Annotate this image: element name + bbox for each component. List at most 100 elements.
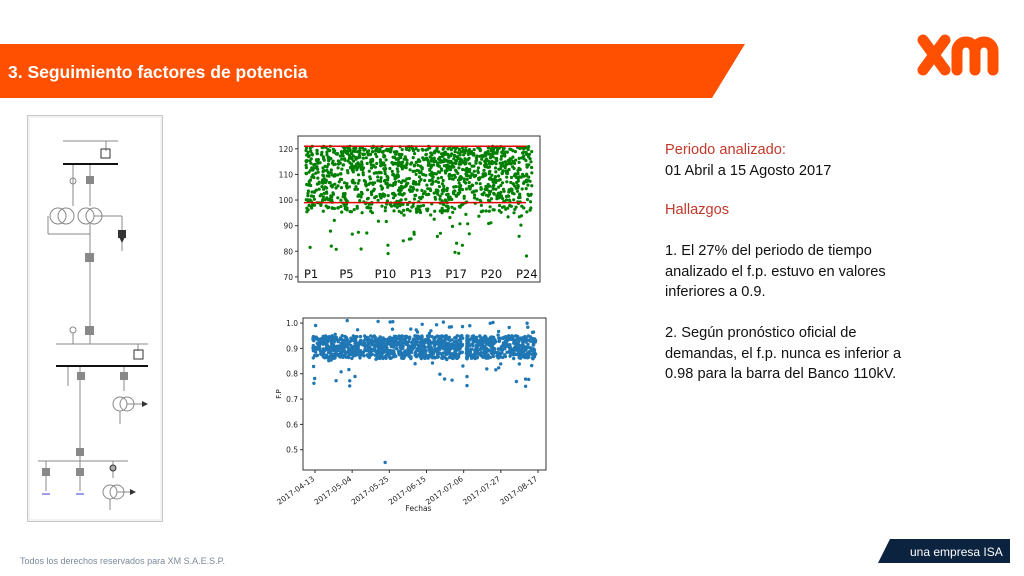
data-point [470,334,475,338]
data-point [516,349,520,354]
data-point [503,160,507,164]
data-point [337,180,341,184]
data-point [452,343,457,347]
data-point [386,178,390,182]
data-point [314,188,318,192]
data-point [338,354,342,359]
data-point [375,155,379,159]
data-point [386,185,390,189]
data-point [525,210,529,214]
data-point [497,167,501,171]
data-point [361,351,365,355]
data-point [467,180,471,185]
data-point [325,150,329,154]
data-point [448,167,452,171]
data-point [528,179,532,183]
data-point [524,187,528,191]
data-point [470,164,474,168]
data-point [512,338,516,342]
data-point [495,146,499,150]
data-point [351,354,355,358]
data-point [321,347,326,351]
data-point [456,151,460,155]
data-point [498,336,502,340]
data-point [521,151,525,155]
data-point [484,335,488,339]
chart-power-frame [297,135,541,283]
data-point [313,376,317,381]
data-point [315,148,319,152]
data-point [387,338,391,342]
data-point [421,148,425,152]
data-point [320,185,324,189]
x-axis-label: Fechas [406,504,432,513]
data-point [450,152,454,156]
data-point [359,247,363,251]
y-tick-label: 0.8 [286,370,298,379]
data-point [425,334,430,338]
data-point [352,181,357,185]
data-point [512,211,516,215]
data-point [527,163,531,167]
data-point [434,159,438,163]
data-point [468,187,472,191]
data-point [502,152,507,156]
data-point [469,356,474,360]
data-point [407,237,411,241]
data-point [432,217,436,221]
data-point [373,346,377,350]
data-point [427,347,431,352]
data-point [423,190,427,194]
data-point [528,157,532,161]
data-point [406,351,411,356]
data-point [507,325,511,330]
data-point [505,350,509,354]
data-point [487,190,491,194]
data-point [499,210,503,214]
data-point [457,181,461,185]
data-point [526,325,530,329]
data-point [465,173,469,177]
data-point [413,169,417,173]
data-point [454,194,459,198]
data-point [437,185,441,189]
data-point [365,335,370,340]
data-point [325,186,329,190]
data-point [410,347,414,352]
x-tick-label: 2017-06-15 [387,474,428,507]
data-point [498,203,502,208]
data-point [369,166,373,170]
data-point [478,334,482,338]
data-point [488,355,493,359]
data-point [377,349,381,353]
xm-logo [917,34,999,76]
single-line-diagram-drawing [38,140,148,510]
data-point [358,334,363,339]
data-point [440,339,445,343]
data-point [327,174,331,178]
data-point [483,152,487,156]
data-point-outlier [383,460,387,465]
data-point [432,349,437,354]
data-point [494,162,498,166]
y-tick-label: 120 [279,145,294,154]
data-point [481,209,485,213]
data-point [421,203,426,208]
data-point [433,209,437,213]
data-point [334,186,338,190]
data-point [442,184,446,188]
data-point [405,158,409,162]
data-point [517,156,521,160]
data-point [391,196,396,200]
data-point [449,343,453,347]
data-point [475,345,479,349]
chart-power-scatter: 70 80 90 100 110 120 P1 P5 P10 P13 P17 P20 P24 [272,128,548,288]
data-point [459,203,464,207]
isa-tag-shape [878,539,1010,563]
data-point [421,156,425,160]
data-point [464,181,468,185]
data-point [408,168,412,172]
data-point [460,324,465,329]
data-point [329,358,333,362]
data-point [414,207,418,211]
